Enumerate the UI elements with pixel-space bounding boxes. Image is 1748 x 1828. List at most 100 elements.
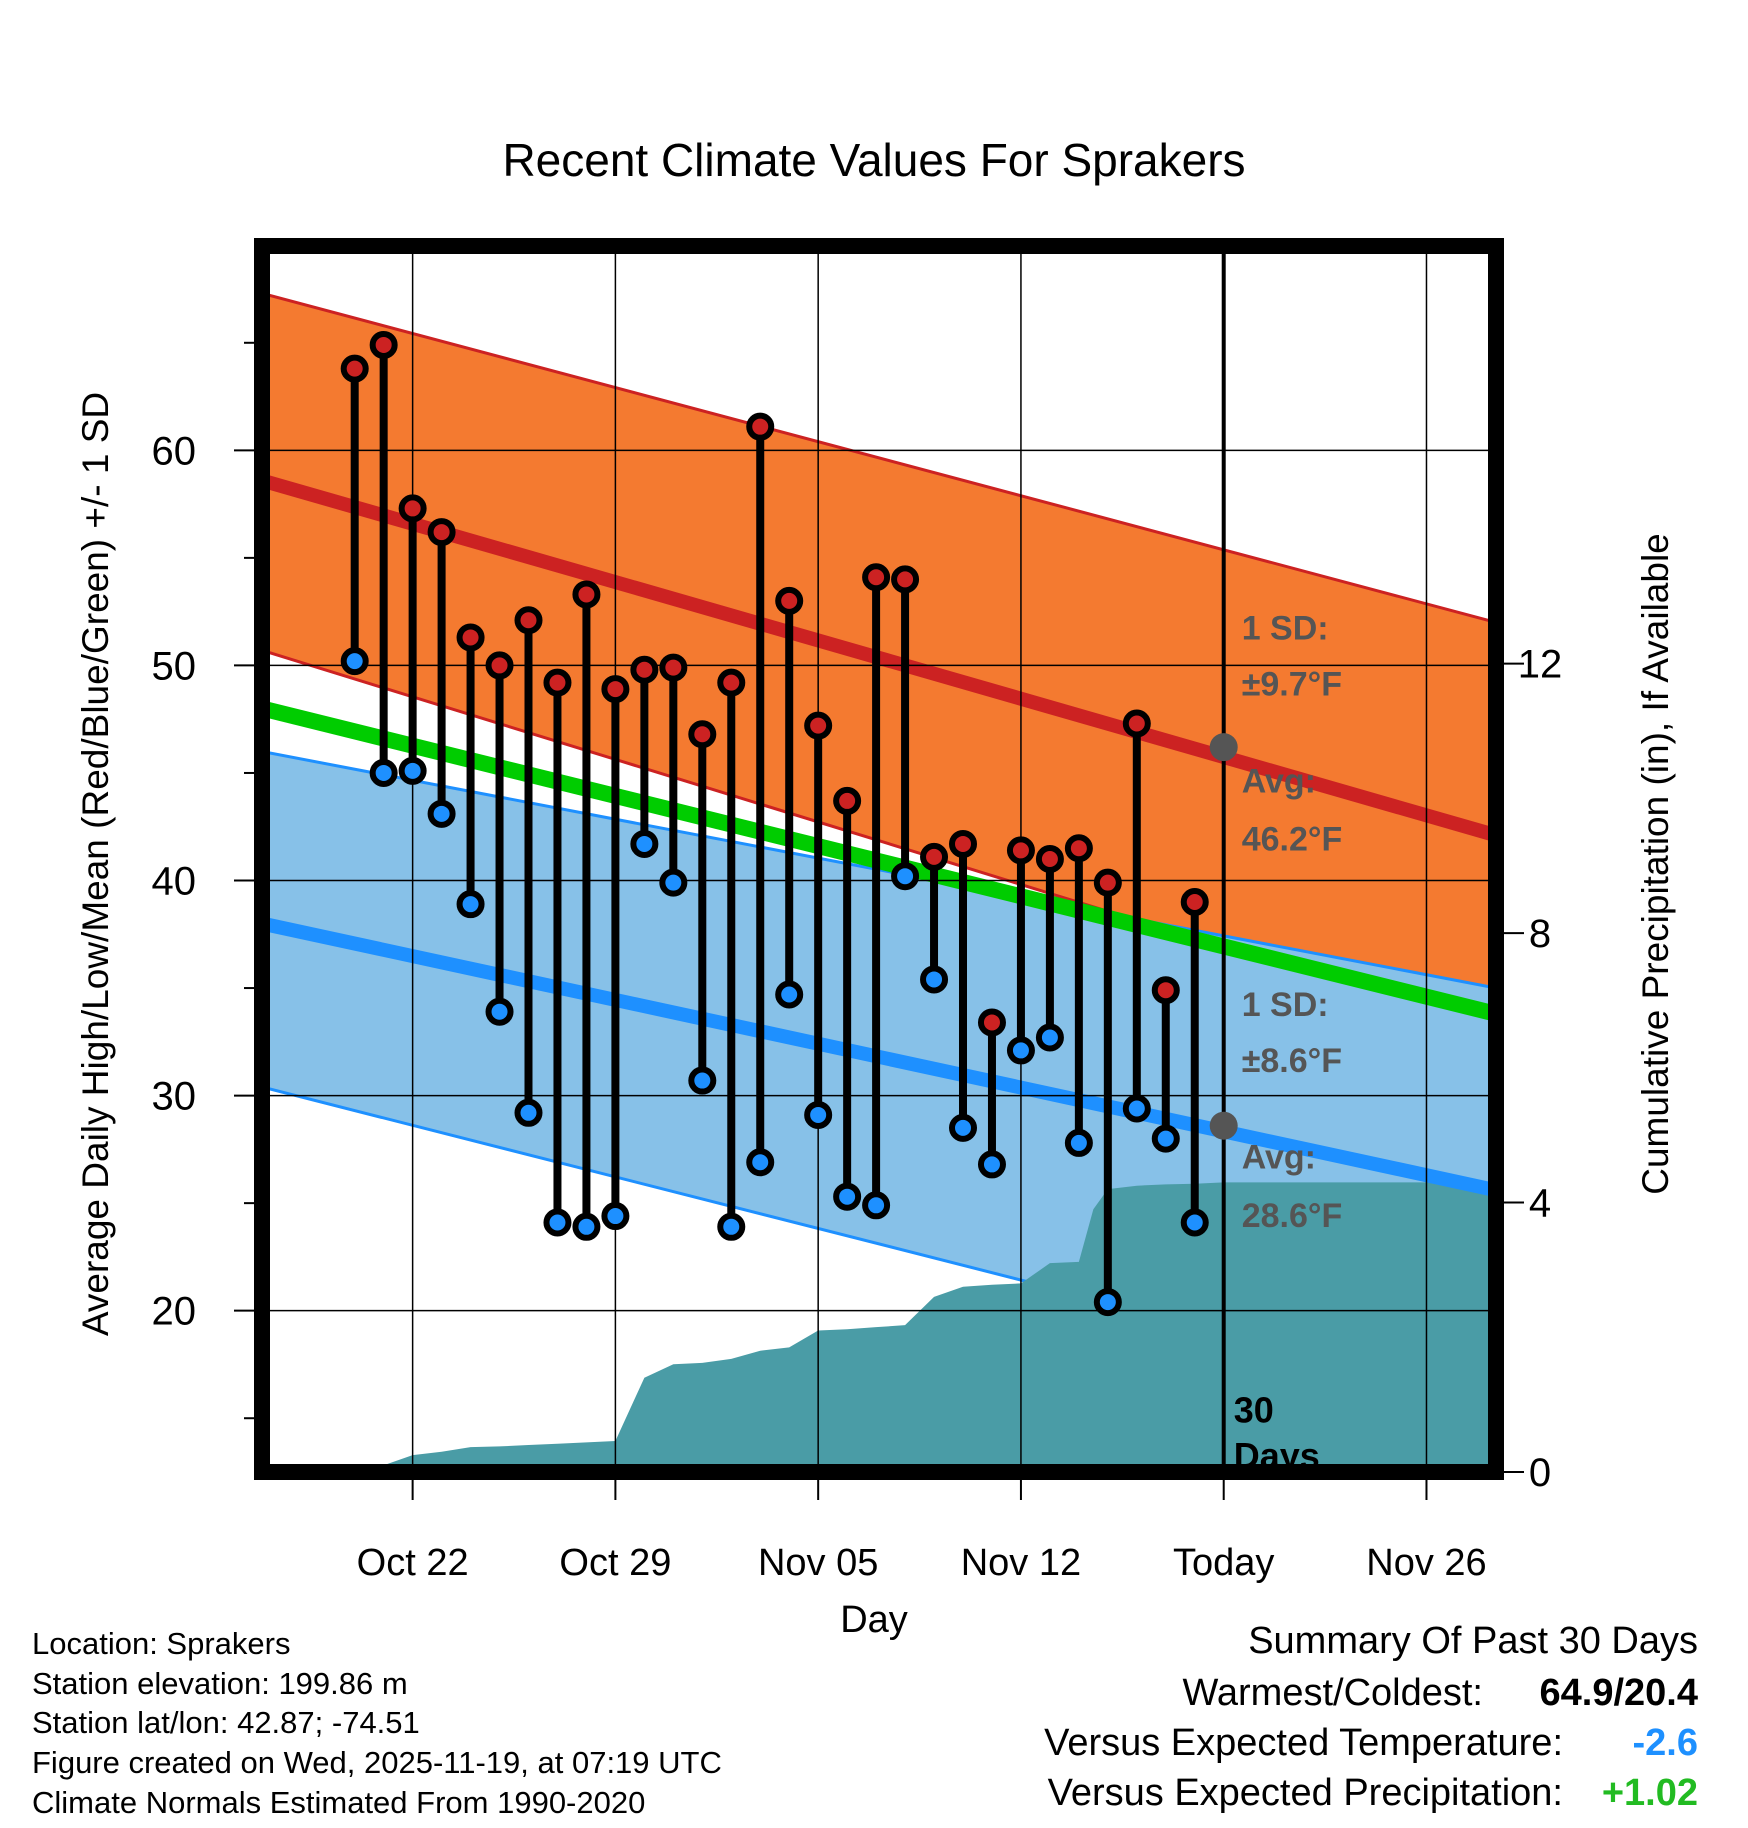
info-normals: Climate Normals Estimated From 1990-2020 [32, 1785, 646, 1820]
daily-high-point [891, 565, 920, 594]
x-tick-label: Oct 22 [357, 1542, 469, 1584]
daily-low-point [1093, 1288, 1122, 1317]
daily-low-point [514, 1098, 543, 1127]
daily-low-point [1035, 1023, 1064, 1052]
daily-high-point [1180, 888, 1209, 917]
high-avg-value: 46.2°F [1242, 820, 1343, 858]
daily-low-point [775, 980, 804, 1009]
daily-high-point [543, 668, 572, 697]
x-tick-label: Nov 26 [1366, 1542, 1486, 1584]
low-avg-value: 28.6°F [1242, 1197, 1343, 1235]
daily-high-point [1122, 709, 1151, 738]
daily-high-point [1064, 834, 1093, 863]
daily-low-point [688, 1066, 717, 1095]
x-tick-label: Nov 12 [961, 1542, 1081, 1584]
daily-low-point [1006, 1036, 1035, 1065]
daily-low-point [456, 890, 485, 919]
y2-tick-label: 12 [1518, 643, 1563, 687]
daily-low-point [340, 647, 369, 676]
summary-temp-value: -2.6 [1632, 1722, 1698, 1764]
daily-high-point [398, 494, 427, 523]
daily-low-point [1180, 1208, 1209, 1237]
daily-low-point [543, 1208, 572, 1237]
window-label-days: Days [1234, 1435, 1320, 1476]
daily-high-point [369, 330, 398, 359]
low-sd-label: 1 SD: [1242, 986, 1329, 1024]
y-tick-label: 50 [152, 644, 197, 688]
daily-high-point [485, 651, 514, 680]
daily-low-point [804, 1100, 833, 1129]
daily-high-point [1093, 868, 1122, 897]
high-sd-label: 1 SD: [1242, 610, 1329, 648]
daily-high-point [630, 655, 659, 684]
precip-area [325, 1182, 1496, 1472]
info-created: Figure created on Wed, 2025-11-19, at 07… [32, 1745, 722, 1780]
x-tick-label: Today [1173, 1542, 1274, 1584]
summary-warm-cold-value: 64.9/20.4 [1539, 1672, 1698, 1714]
daily-high-point [659, 653, 688, 682]
daily-low-point [949, 1113, 978, 1142]
daily-high-point [456, 623, 485, 652]
daily-high-point [949, 829, 978, 858]
low-avg-marker [1209, 1111, 1238, 1140]
daily-high-point [746, 412, 775, 441]
daily-high-point [804, 711, 833, 740]
summary-title: Summary Of Past 30 Days [1248, 1620, 1698, 1662]
low-avg-label: Avg: [1242, 1139, 1316, 1177]
high-avg-marker [1209, 733, 1238, 762]
daily-low-point [601, 1202, 630, 1231]
daily-high-point [688, 720, 717, 749]
y2-tick-label: 8 [1529, 912, 1551, 956]
chart-title: Recent Climate Values For Sprakers [502, 134, 1245, 186]
daily-low-point [977, 1150, 1006, 1179]
daily-low-point [746, 1148, 775, 1177]
daily-high-point [1006, 836, 1035, 865]
y2-tick-label: 0 [1529, 1451, 1551, 1495]
daily-high-point [340, 354, 369, 383]
daily-high-point [717, 668, 746, 697]
daily-high-point [601, 675, 630, 704]
y2-tick-label: 4 [1529, 1182, 1551, 1226]
y-tick-label: 40 [152, 860, 197, 904]
daily-low-point [717, 1212, 746, 1241]
daily-low-point [920, 965, 949, 994]
summary-precip-label: Versus Expected Precipitation: [1047, 1772, 1563, 1814]
daily-high-point [920, 842, 949, 871]
info-elevation: Station elevation: 199.86 m [32, 1666, 408, 1701]
summary-precip-value: +1.02 [1601, 1772, 1698, 1814]
daily-low-point [1151, 1124, 1180, 1153]
y2-axis-label: Cumulative Precipitation (in), If Availa… [1635, 533, 1676, 1195]
daily-low-point [427, 799, 456, 828]
x-tick-label: Oct 29 [559, 1542, 671, 1584]
summary-temp-label: Versus Expected Temperature: [1044, 1722, 1563, 1764]
daily-low-point [659, 868, 688, 897]
low-sd-value: ±8.6°F [1242, 1042, 1342, 1080]
info-location: Location: Sprakers [32, 1626, 291, 1661]
y-tick-label: 30 [152, 1075, 197, 1119]
daily-low-point [833, 1182, 862, 1211]
daily-high-point [862, 563, 891, 592]
y-axis-label: Average Daily High/Low/Mean (Red/Blue/Gr… [75, 392, 116, 1336]
daily-high-point [833, 786, 862, 815]
x-axis-label: Day [840, 1599, 908, 1641]
y-tick-label: 20 [152, 1290, 197, 1334]
summary-warm-cold-label: Warmest/Coldest: [1182, 1672, 1483, 1714]
plot-frame [254, 238, 1504, 1480]
daily-high-point [1151, 976, 1180, 1005]
daily-high-point [572, 580, 601, 609]
daily-low-point [630, 829, 659, 858]
y-tick-label: 60 [152, 429, 197, 473]
high-avg-label: Avg: [1242, 762, 1316, 800]
daily-high-point [775, 586, 804, 615]
daily-low-point [1122, 1094, 1151, 1123]
x-tick-label: Nov 05 [758, 1542, 878, 1584]
daily-high-point [427, 518, 456, 547]
daily-low-point [398, 756, 427, 785]
daily-high-point [514, 606, 543, 635]
daily-low-point [485, 997, 514, 1026]
daily-low-point [369, 758, 398, 787]
daily-high-point [1035, 845, 1064, 873]
daily-high-point [977, 1008, 1006, 1037]
daily-low-point [572, 1212, 601, 1241]
